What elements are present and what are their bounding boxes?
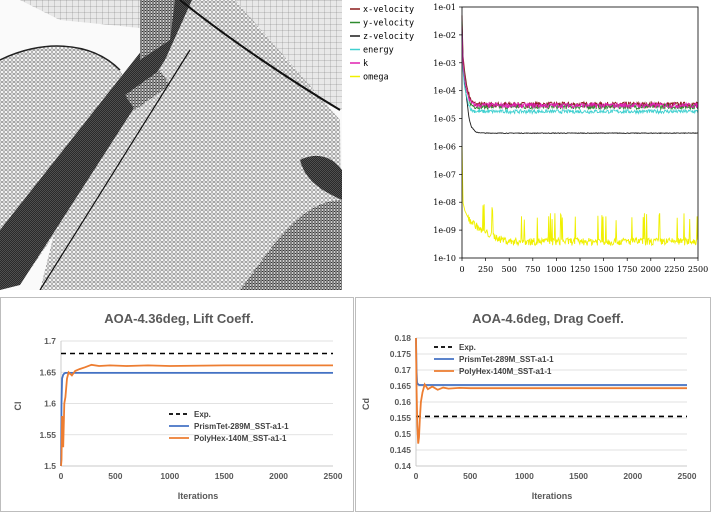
lift-y-tick-label: 1.6 bbox=[44, 399, 56, 409]
mesh-render-svg bbox=[0, 0, 342, 291]
drag-x-tick-label: 1000 bbox=[515, 471, 534, 481]
residual-legend-label: y-velocity bbox=[363, 19, 414, 29]
residual-x-tick-label: 500 bbox=[502, 265, 517, 274]
drag-y-tick-label: 0.155 bbox=[390, 413, 412, 423]
drag-x-tick-label: 2500 bbox=[678, 471, 697, 481]
lift-y-tick-label: 1.7 bbox=[44, 336, 56, 346]
lift-y-tick-label: 1.55 bbox=[39, 430, 56, 440]
lift-x-tick-label: 0 bbox=[59, 471, 64, 481]
residual-x-tick-label: 2250 bbox=[664, 265, 684, 274]
lift-x-tick-label: 1000 bbox=[160, 471, 179, 481]
lift-x-axis-label: Iterations bbox=[178, 491, 219, 501]
residual-legend-label: energy bbox=[363, 46, 394, 56]
drag-legend-label: PrismTet-289M_SST-a1-1 bbox=[459, 355, 554, 364]
residual-x-tick-label: 2500 bbox=[688, 265, 708, 274]
residual-legend-label: x-velocity bbox=[363, 5, 414, 15]
residual-x-tick-label: 1000 bbox=[546, 265, 566, 274]
drag-x-axis-label: Iterations bbox=[532, 491, 573, 501]
drag-legend-label: PolyHex-140M_SST-a1-1 bbox=[459, 367, 552, 376]
drag-y-tick-label: 0.18 bbox=[394, 333, 411, 343]
drag-series-line-2 bbox=[415, 337, 687, 444]
lift-x-tick-label: 1500 bbox=[215, 471, 234, 481]
lift-legend-label: PrismTet-289M_SST-a1-1 bbox=[194, 422, 289, 431]
drag-chart-title: AOA-4.6deg, Drag Coeff. bbox=[472, 311, 624, 326]
residual-series-line-z-velocity bbox=[461, 26, 698, 135]
residual-chart-svg: 1e-10 1e-09 1e-08 1e-07 1e-06 1e-05 1e-04 1e-03… bbox=[344, 0, 711, 293]
mesh-render bbox=[0, 0, 342, 291]
residual-series-line-k bbox=[461, 26, 699, 110]
drag-x-tick-label: 2000 bbox=[623, 471, 642, 481]
residual-y-tick-label: 1e-05 bbox=[433, 115, 456, 124]
drag-y-tick-label: 0.17 bbox=[394, 365, 411, 375]
residual-x-tick-label: 1500 bbox=[593, 265, 613, 274]
residual-x-tick-label: 0 bbox=[459, 265, 464, 274]
residual-legend-label: omega bbox=[363, 73, 389, 83]
residual-chart: 1e-10 1e-09 1e-08 1e-07 1e-06 1e-05 1e-04 1e-03… bbox=[344, 0, 711, 293]
residual-legend-label: z-velocity bbox=[363, 32, 414, 42]
drag-x-tick-label: 0 bbox=[414, 471, 419, 481]
residual-legend-label: k bbox=[363, 59, 368, 69]
drag-y-tick-label: 0.145 bbox=[390, 445, 412, 455]
residual-x-tick-label: 1750 bbox=[617, 265, 637, 274]
drag-x-tick-label: 1500 bbox=[569, 471, 588, 481]
residual-x-tick-label: 750 bbox=[525, 265, 540, 274]
residual-x-tick-label: 250 bbox=[478, 265, 493, 274]
lift-chart: AOA-4.36deg, Lift Coeff. Cl Iterations 1… bbox=[0, 297, 354, 512]
lift-x-tick-label: 2500 bbox=[324, 471, 343, 481]
drag-y-axis-label: Cd bbox=[361, 398, 371, 410]
lift-chart-title: AOA-4.36deg, Lift Coeff. bbox=[104, 311, 254, 326]
residual-y-tick-label: 1e-10 bbox=[433, 254, 456, 263]
residual-y-tick-label: 1e-09 bbox=[433, 226, 456, 235]
residual-y-tick-label: 1e-04 bbox=[433, 87, 456, 96]
drag-chart-svg: AOA-4.6deg, Drag Coeff. Cd Iterations 0.… bbox=[361, 311, 697, 501]
drag-chart: AOA-4.6deg, Drag Coeff. Cd Iterations 0.… bbox=[355, 297, 711, 512]
lift-chart-svg: AOA-4.36deg, Lift Coeff. Cl Iterations 1… bbox=[13, 311, 343, 501]
residual-x-tick-label: 2000 bbox=[641, 265, 661, 274]
lift-y-tick-label: 1.5 bbox=[44, 461, 56, 471]
residual-y-tick-label: 1e-03 bbox=[433, 59, 456, 68]
drag-y-tick-label: 0.165 bbox=[390, 381, 412, 391]
residual-y-tick-label: 1e-06 bbox=[433, 142, 456, 151]
residual-y-tick-label: 1e-07 bbox=[433, 170, 456, 179]
residual-y-tick-label: 1e-02 bbox=[433, 31, 456, 40]
lift-y-axis-label: Cl bbox=[13, 402, 23, 411]
residual-y-tick-label: 1e-08 bbox=[433, 198, 456, 207]
drag-y-tick-label: 0.175 bbox=[390, 349, 412, 359]
lift-series-line-1 bbox=[60, 372, 333, 467]
drag-y-tick-label: 0.16 bbox=[394, 397, 411, 407]
drag-legend-label: Exp. bbox=[459, 343, 476, 352]
residual-series-line-omega bbox=[461, 146, 699, 247]
lift-series-line-2 bbox=[60, 363, 333, 467]
residual-series-line-energy bbox=[461, 29, 699, 115]
drag-x-tick-label: 500 bbox=[463, 471, 477, 481]
lift-x-tick-label: 500 bbox=[108, 471, 122, 481]
residual-y-tick-label: 1e-01 bbox=[433, 3, 456, 12]
lift-x-tick-label: 2000 bbox=[269, 471, 288, 481]
lift-y-tick-label: 1.65 bbox=[39, 367, 56, 377]
drag-y-tick-label: 0.15 bbox=[394, 429, 411, 439]
lift-legend-label: PolyHex-140M_SST-a1-1 bbox=[194, 434, 287, 443]
lift-legend-label: Exp. bbox=[194, 410, 211, 419]
drag-y-tick-label: 0.14 bbox=[394, 461, 411, 471]
residual-x-tick-label: 1250 bbox=[570, 265, 590, 274]
